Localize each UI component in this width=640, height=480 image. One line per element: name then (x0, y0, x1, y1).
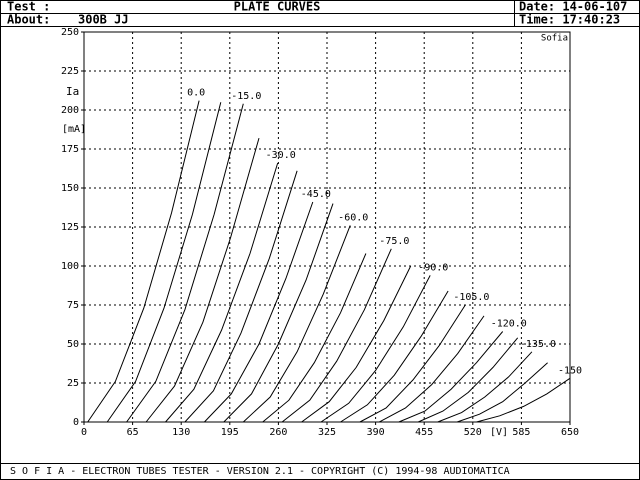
curve-label: -105.0 (453, 292, 489, 303)
curve-label: -60.0 (338, 212, 368, 223)
curve-label: -135.0 (520, 339, 556, 350)
x-tick-label: 195 (221, 427, 239, 438)
about-label: About: (7, 13, 50, 27)
x-tick-label: 325 (318, 427, 336, 438)
curve-label: -75.0 (379, 236, 409, 247)
plate-curve (262, 253, 367, 423)
plate-curve (145, 137, 260, 423)
y-unit: [mA] (62, 124, 86, 135)
screen-title: PLATE CURVES (234, 0, 321, 14)
plate-curve (301, 265, 412, 423)
y-tick-label: 125 (61, 222, 79, 233)
x-tick-label: 260 (269, 427, 287, 438)
plate-curve (417, 337, 519, 423)
y-tick-label: 250 (61, 27, 79, 38)
plate-curve (242, 225, 351, 423)
plate-curve (437, 351, 533, 423)
test-label: Test : (7, 0, 50, 14)
plate-curve (359, 304, 466, 423)
plate-curve (184, 170, 298, 423)
about-value: 300B JJ (78, 13, 129, 27)
plate-curve (204, 201, 314, 423)
x-unit: [V] (490, 427, 508, 438)
footer: S O F I A - ELECTRON TUBES TESTER - VERS… (10, 466, 510, 477)
curve-label: -30.0 (266, 150, 296, 161)
y-tick-label: 200 (61, 105, 79, 116)
x-tick-label: 65 (127, 427, 139, 438)
curve-label: 0.0 (187, 88, 205, 99)
plate-curve (456, 362, 548, 423)
plate-curve (106, 102, 222, 423)
plate-curve (126, 103, 244, 423)
curve-label: -120.0 (491, 319, 527, 330)
y-tick-label: 175 (61, 144, 79, 155)
x-tick-label: 455 (415, 427, 433, 438)
y-tick-label: 75 (67, 300, 79, 311)
y-tick-label: 100 (61, 261, 79, 272)
time: Time: 17:40:23 (519, 13, 620, 27)
x-tick-label: 390 (367, 427, 385, 438)
curve-label: -45.0 (301, 189, 331, 200)
plate-curve (476, 377, 571, 423)
plate-curve (398, 331, 504, 423)
plate-curve (320, 275, 431, 423)
plate-curve (223, 203, 334, 423)
x-tick-label: 585 (512, 427, 530, 438)
curve-label: -15.0 (231, 91, 261, 102)
y-label: Ia (66, 85, 79, 98)
date: Date: 14-06-107 (519, 0, 627, 14)
brand: Sofia (541, 34, 568, 44)
y-tick-label: 150 (61, 183, 79, 194)
plate-curve (87, 100, 200, 423)
curve-label: -90.0 (418, 262, 448, 273)
plate-curve (379, 315, 485, 423)
x-tick-label: 0 (81, 427, 87, 438)
x-tick-label: 650 (561, 427, 579, 438)
y-tick-label: 0 (73, 417, 79, 428)
plate-curve (165, 162, 279, 423)
curve-label: -150 (558, 365, 582, 376)
plate-curve (340, 290, 449, 423)
y-tick-label: 25 (67, 378, 79, 389)
y-tick-label: 225 (61, 66, 79, 77)
x-tick-label: 520 (464, 427, 482, 438)
plate-curve (281, 248, 392, 423)
y-tick-label: 50 (67, 339, 79, 350)
x-tick-label: 130 (172, 427, 190, 438)
